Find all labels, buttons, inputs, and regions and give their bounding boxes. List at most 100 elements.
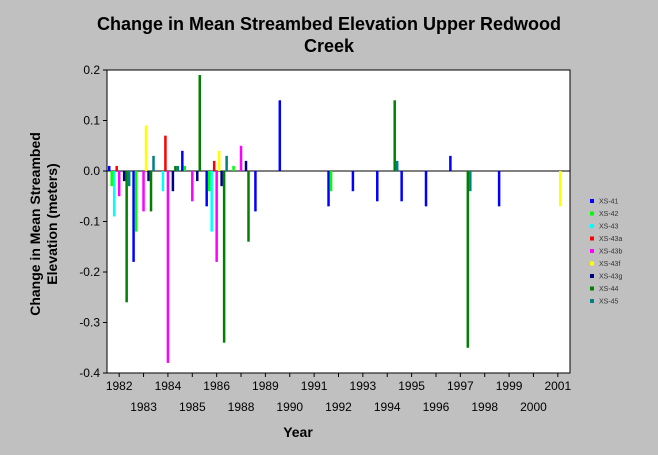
bar-xs-44 [393, 100, 396, 171]
bars [107, 75, 562, 363]
bar-xs-42 [134, 171, 138, 232]
plot-area [106, 69, 571, 374]
legend-label: XS-43f [599, 261, 620, 268]
bar-xs-44 [466, 171, 470, 348]
x-tick-label: 1990 [276, 400, 303, 414]
bar-xs-43a [164, 135, 167, 171]
y-tick-label: -0.2 [79, 265, 100, 279]
bar-xs-43b [166, 171, 170, 363]
x-tick-label: 1992 [325, 400, 352, 414]
y-axis-title-line1: Change in Mean Streambed [27, 132, 43, 316]
x-tick-label: 1996 [423, 400, 450, 414]
legend-swatch [590, 236, 594, 241]
bar-xs-41 [205, 171, 208, 207]
bar-xs-41 [132, 171, 135, 262]
legend-swatch [590, 261, 594, 266]
legend-swatch [590, 211, 594, 216]
x-tick-label: 1982 [106, 379, 133, 393]
bar-xs-44 [174, 165, 177, 171]
bar-xs-44 [222, 171, 226, 343]
legend-swatch [590, 274, 594, 278]
x-tick-label: 1998 [471, 400, 498, 414]
x-tick-label: 2000 [520, 400, 547, 414]
x-tick-label: 1999 [496, 379, 523, 393]
bar-xs-43 [112, 171, 116, 217]
bar-xs-43 [161, 171, 165, 192]
legend-label: XS-45 [599, 299, 619, 306]
bar-xs-44 [149, 171, 153, 212]
bar-xs-44 [198, 75, 202, 171]
bar-xs-41 [449, 155, 452, 171]
bar-xs-43g [122, 171, 126, 182]
legend-label: XS-43 [599, 224, 619, 231]
bar-xs-41 [376, 171, 379, 202]
y-tick-label: 0.0 [83, 164, 100, 178]
bar-xs-45 [395, 160, 399, 171]
x-tick-label: 1995 [398, 379, 425, 393]
x-axis: 1982 1984 1986 1989 1991 1993 1995 1997 1999 2001… [106, 373, 571, 414]
bar-xs-45 [152, 155, 155, 171]
bar-xs-41 [107, 165, 111, 171]
y-tick-label: 0.1 [83, 114, 100, 128]
x-axis-title: Year [283, 424, 313, 440]
bar-xs-45 [469, 171, 472, 192]
bar-xs-43g [244, 160, 248, 171]
bar-xs-43f [559, 171, 562, 207]
y-tick-label: -0.4 [79, 366, 100, 380]
y-tick-label: -0.3 [79, 316, 100, 330]
bar-xs-41 [497, 171, 501, 207]
bar-xs-43b [142, 171, 145, 212]
bar-xs-41 [351, 171, 355, 192]
bar-xs-43a [115, 165, 118, 171]
legend-label: XS-43b [599, 249, 622, 256]
bar-xs-41 [278, 100, 282, 171]
x-tick-label: 1986 [203, 379, 230, 393]
x-tick-label: 1997 [447, 379, 474, 393]
bar-xs-41 [181, 150, 184, 171]
x-tick-label: 1993 [350, 379, 377, 393]
bar-xs-43g [171, 171, 175, 192]
legend-label: XS-43g [599, 274, 622, 281]
bar-xs-43a [212, 160, 216, 171]
legend-swatch [590, 224, 594, 228]
bar-xs-41 [327, 171, 330, 207]
legend-label: XS-42 [599, 211, 619, 218]
bar-xs-43g [147, 171, 150, 182]
x-tick-label: 1994 [374, 400, 401, 414]
x-tick-label: 1991 [301, 379, 328, 393]
bar-xs-43g [220, 171, 223, 187]
x-tick-label: 1983 [130, 400, 157, 414]
bar-xs-43b [239, 145, 243, 171]
bar-xs-41 [400, 171, 403, 202]
bar-xs-45 [225, 155, 228, 171]
x-tick-label: 1989 [252, 379, 279, 393]
bar-xs-45 [176, 165, 180, 171]
bar-xs-44 [125, 171, 128, 303]
chart-title-line1: Change in Mean Streambed Elevation Upper… [97, 14, 561, 34]
legend-label: XS-44 [599, 286, 619, 293]
bar-xs-43f [144, 125, 148, 171]
bar-xs-42 [232, 165, 235, 171]
bar-xs-43 [210, 171, 213, 232]
bar-xs-43g [196, 171, 199, 182]
legend-label: XS-41 [599, 199, 619, 206]
legend-label: XS-43a [599, 236, 622, 243]
bar-xs-43b [117, 171, 121, 197]
x-tick-label: 1985 [179, 400, 206, 414]
x-tick-label: 1988 [228, 400, 255, 414]
bar-xs-45 [127, 171, 131, 187]
bar-xs-42 [183, 165, 187, 171]
bar-xs-42 [207, 171, 211, 192]
bar-xs-43b [215, 171, 218, 262]
y-tick-label: -0.1 [79, 215, 100, 229]
legend-swatch [590, 286, 594, 291]
bar-xs-42 [329, 171, 333, 192]
chart-title-line2: Creek [304, 36, 355, 56]
bar-xs-42 [110, 171, 113, 187]
x-tick-label: 2001 [544, 379, 571, 393]
legend-swatch [590, 199, 594, 203]
bar-xs-41 [424, 171, 428, 207]
bar-xs-43f [217, 150, 221, 171]
legend-swatch [590, 249, 594, 253]
